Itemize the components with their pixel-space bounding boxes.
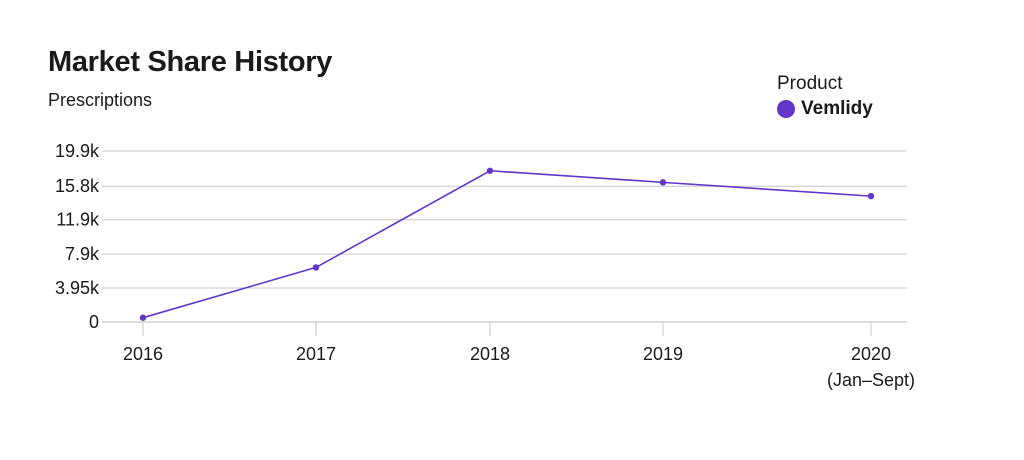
y-tick-label: 19.9k xyxy=(55,141,100,161)
data-point xyxy=(139,314,147,321)
x-tick-label: 2019 xyxy=(643,344,683,364)
data-point xyxy=(867,192,875,200)
data-point xyxy=(486,167,494,174)
y-tick-label: 11.9k xyxy=(56,210,100,230)
y-tick-label: 3.95k xyxy=(55,278,100,298)
y-tick-label: 7.9k xyxy=(65,244,100,264)
data-point xyxy=(659,179,667,186)
x-tick-label: 2018 xyxy=(470,344,510,364)
y-tick-label: 15.8k xyxy=(55,176,100,196)
series-line-vemlidy xyxy=(142,169,872,319)
legend-item-vemlidy[interactable]: Vemlidy xyxy=(777,98,873,120)
data-point xyxy=(312,264,320,271)
legend-dot-icon xyxy=(777,100,795,118)
x-tick-label: 2017 xyxy=(296,344,336,364)
chart-subtitle: Prescriptions xyxy=(48,90,153,110)
legend-title: Product xyxy=(777,73,843,94)
x-tick-sublabel: (Jan–Sept) xyxy=(827,370,915,390)
y-tick-label: 0 xyxy=(89,312,99,332)
x-tick-label: 2020 xyxy=(851,344,891,364)
x-tick-label: 2016 xyxy=(123,344,163,364)
chart-title: Market Share History xyxy=(48,46,333,78)
legend-label: Vemlidy xyxy=(801,98,873,119)
